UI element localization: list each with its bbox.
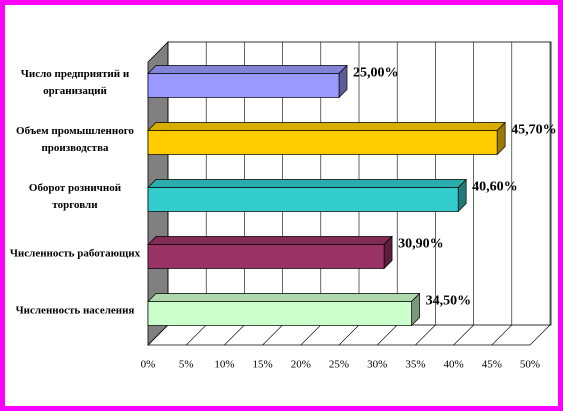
category-label: Число предприятий и организаций	[20, 67, 130, 97]
value-label: 25,00%	[353, 66, 399, 81]
bar	[147, 244, 385, 269]
floor-line	[338, 324, 360, 346]
category-label: Численность работающих	[9, 247, 141, 259]
value-label: 34,50%	[426, 294, 472, 309]
floor-line	[529, 324, 551, 346]
bar	[147, 73, 340, 98]
x-tick-label: 20%	[291, 359, 311, 371]
bar	[147, 301, 412, 326]
floor-line	[453, 324, 474, 346]
bar-top	[147, 179, 468, 188]
category-label: Оборот розничной торговли	[28, 181, 122, 211]
bar-top	[147, 293, 421, 302]
x-tick-label: 25%	[329, 359, 349, 371]
x-tick-label: 50%	[520, 359, 540, 371]
floor-line	[491, 324, 513, 346]
floor-line	[147, 324, 169, 346]
value-label: 45,70%	[511, 123, 557, 138]
floor-line	[376, 324, 398, 346]
floor-line	[300, 324, 322, 346]
floor-line	[224, 324, 245, 346]
x-tick-label: 10%	[214, 359, 234, 371]
floor-line	[415, 324, 436, 346]
bar-top	[147, 236, 393, 245]
category-label: Численность населения	[15, 304, 135, 316]
value-label: 30,90%	[398, 237, 444, 252]
bar-top	[147, 122, 506, 131]
x-tick-label: 40%	[444, 359, 464, 371]
x-tick-label: 35%	[405, 359, 425, 371]
floor-line	[262, 324, 283, 346]
x-tick-label: 5%	[179, 359, 194, 371]
bar-top	[147, 65, 348, 74]
x-tick-label: 45%	[482, 359, 502, 371]
category-label: Объем промышленного производства	[16, 124, 134, 154]
x-tick-label: 0%	[141, 359, 156, 371]
bar	[147, 130, 498, 155]
x-tick-label: 30%	[367, 359, 387, 371]
bar	[147, 187, 459, 212]
x-tick-label: 15%	[253, 359, 273, 371]
floor-line	[185, 324, 207, 346]
value-label: 40,60%	[472, 180, 517, 195]
